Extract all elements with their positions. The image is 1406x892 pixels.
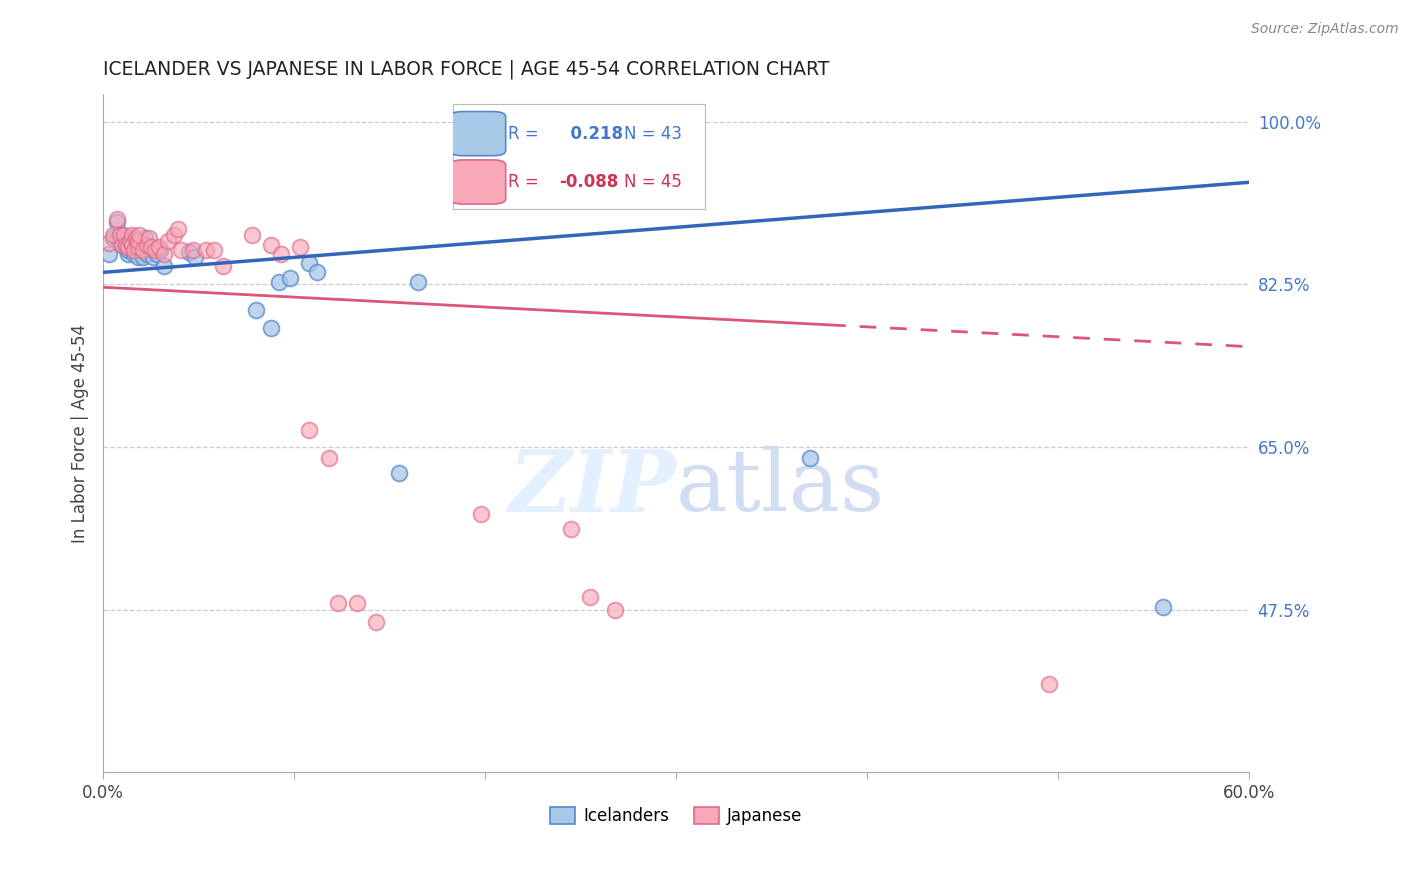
Text: ZIP: ZIP: [509, 445, 676, 529]
Point: [111, 228, 134, 243]
Point: [298, 256, 321, 270]
Point: [388, 466, 411, 480]
Point: [138, 231, 160, 245]
Point: [115, 240, 138, 254]
Point: [115, 237, 138, 252]
Point: [260, 237, 283, 252]
Point: [117, 247, 139, 261]
Point: [245, 302, 267, 317]
Point: [101, 231, 124, 245]
Point: [177, 244, 200, 259]
Point: [118, 237, 141, 252]
Point: [131, 243, 153, 257]
Point: [127, 240, 149, 254]
Point: [366, 615, 388, 629]
Point: [307, 265, 329, 279]
Point: [121, 228, 143, 243]
Point: [326, 596, 349, 610]
Point: [118, 234, 141, 248]
Point: [122, 247, 145, 261]
Point: [346, 596, 368, 610]
Point: [105, 212, 128, 227]
Text: ICELANDER VS JAPANESE IN LABOR FORCE | AGE 45-54 CORRELATION CHART: ICELANDER VS JAPANESE IN LABOR FORCE | A…: [103, 60, 830, 79]
Point: [408, 275, 430, 289]
Point: [799, 451, 821, 466]
Point: [148, 240, 170, 254]
Point: [124, 234, 146, 248]
Point: [112, 234, 135, 248]
Text: Source: ZipAtlas.com: Source: ZipAtlas.com: [1251, 22, 1399, 37]
Point: [170, 243, 193, 257]
Point: [153, 259, 176, 273]
Point: [128, 240, 150, 254]
Point: [121, 237, 143, 252]
Point: [603, 602, 626, 616]
Point: [143, 243, 166, 257]
Point: [318, 451, 340, 466]
Point: [127, 234, 149, 248]
Point: [111, 237, 134, 252]
Point: [149, 243, 172, 257]
Point: [212, 259, 235, 273]
Point: [560, 522, 582, 536]
Point: [134, 231, 156, 245]
Point: [132, 243, 155, 257]
Point: [145, 247, 167, 261]
Point: [107, 231, 129, 245]
Point: [153, 247, 176, 261]
Point: [195, 243, 218, 257]
Text: atlas: atlas: [676, 446, 886, 529]
Point: [115, 231, 138, 245]
Point: [122, 243, 145, 257]
Point: [112, 228, 135, 243]
Point: [136, 247, 159, 261]
Legend: Icelanders, Japanese: Icelanders, Japanese: [543, 800, 810, 831]
Point: [127, 250, 149, 264]
Point: [97, 235, 120, 250]
Point: [142, 250, 165, 264]
Point: [124, 231, 146, 245]
Point: [121, 243, 143, 257]
Point: [166, 221, 188, 235]
Point: [184, 250, 207, 264]
Point: [181, 243, 204, 257]
Point: [101, 228, 124, 243]
Point: [157, 234, 180, 248]
Point: [139, 240, 162, 254]
Point: [118, 234, 141, 248]
Point: [111, 237, 134, 252]
Point: [267, 275, 290, 289]
Point: [202, 243, 225, 257]
Point: [1038, 677, 1060, 691]
Point: [124, 240, 146, 254]
Point: [240, 228, 263, 243]
Point: [280, 271, 302, 285]
Point: [1152, 599, 1174, 614]
Point: [110, 235, 132, 250]
Point: [260, 321, 283, 335]
Y-axis label: In Labor Force | Age 45-54: In Labor Force | Age 45-54: [72, 324, 89, 542]
Point: [132, 250, 155, 264]
Point: [105, 215, 128, 229]
Point: [579, 591, 602, 605]
Point: [288, 240, 311, 254]
Point: [117, 240, 139, 254]
Point: [122, 237, 145, 252]
Point: [270, 247, 292, 261]
Point: [110, 228, 132, 243]
Point: [121, 231, 143, 245]
Point: [163, 228, 186, 243]
Point: [298, 423, 321, 437]
Point: [128, 228, 150, 243]
Point: [470, 507, 492, 521]
Point: [136, 237, 159, 252]
Point: [97, 247, 120, 261]
Point: [139, 240, 162, 254]
Point: [117, 243, 139, 257]
